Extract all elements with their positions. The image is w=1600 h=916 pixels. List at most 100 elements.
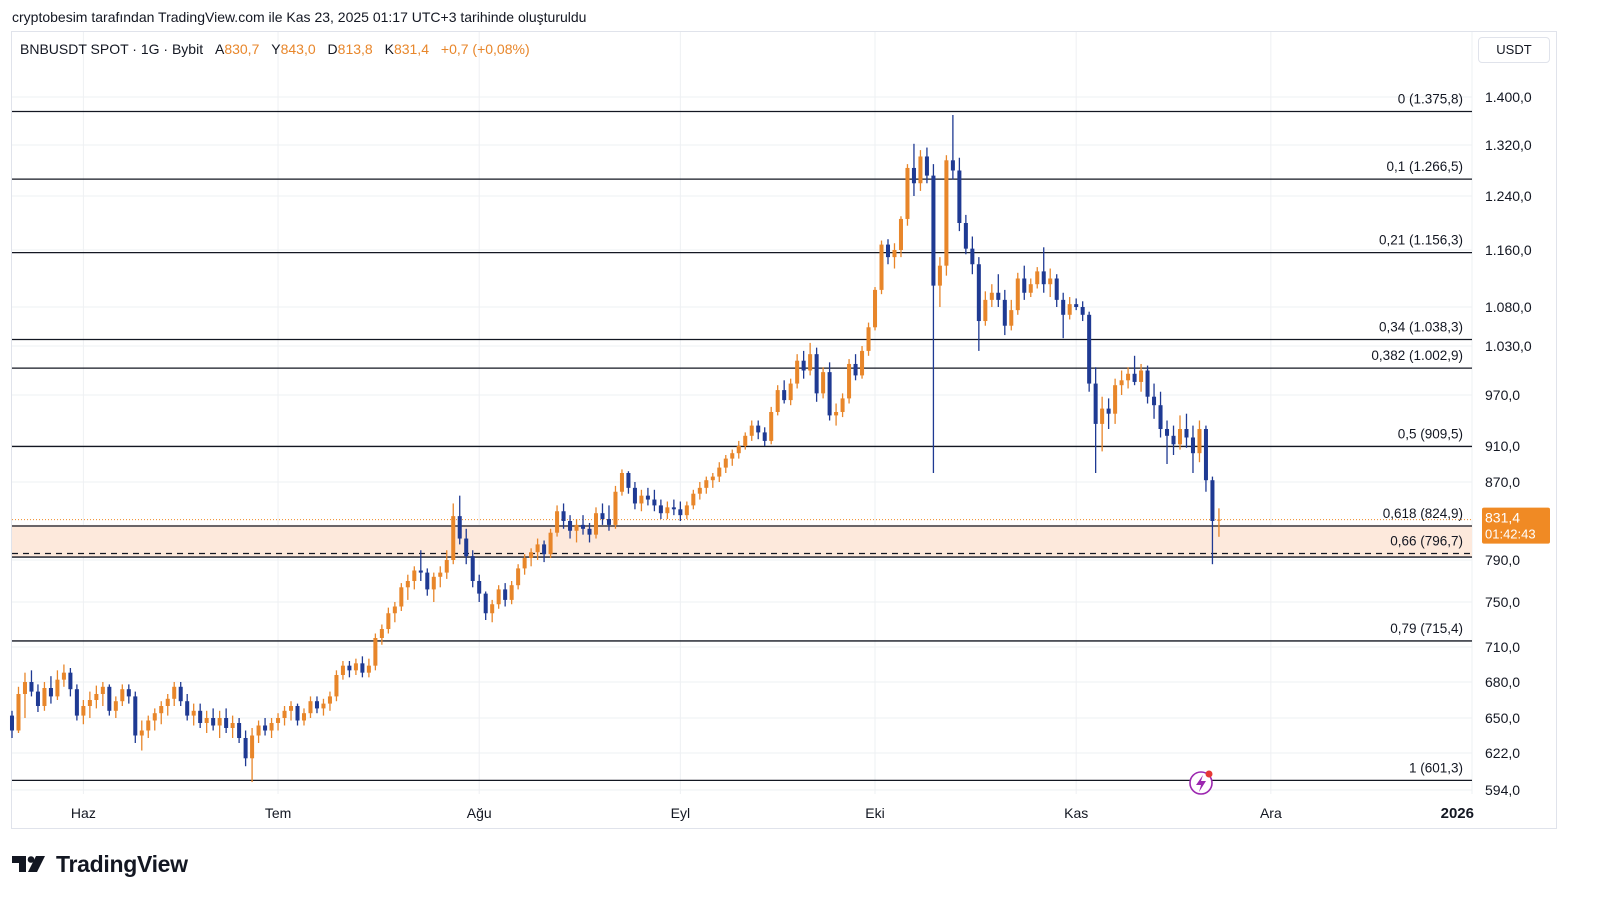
- candle-body: [373, 638, 378, 666]
- y-tick-label: 1.080,0: [1485, 299, 1532, 315]
- candle-body: [1061, 299, 1066, 315]
- candle-body: [146, 720, 151, 731]
- candle-body: [834, 412, 839, 416]
- candle-body: [159, 706, 164, 714]
- candle-body: [230, 723, 235, 728]
- candle-body: [678, 509, 683, 516]
- candle-body: [276, 718, 281, 723]
- candle-body: [464, 538, 469, 557]
- legend-low-label: D: [327, 41, 338, 57]
- fib-level-label: 0,382 (1.002,9): [1371, 348, 1463, 363]
- tradingview-logo-icon: [12, 856, 45, 872]
- candle-body: [1126, 373, 1131, 381]
- candle-body: [645, 495, 650, 500]
- fib-level-label: 0 (1.375,8): [1398, 92, 1463, 107]
- candle-body: [840, 398, 845, 412]
- candle-body: [522, 558, 527, 569]
- tradingview-logo[interactable]: TradingView: [12, 850, 188, 878]
- candle-body: [198, 710, 203, 723]
- candle-body: [860, 350, 865, 376]
- candle-body: [555, 511, 560, 533]
- candle-body: [366, 665, 371, 673]
- candle-body: [983, 299, 988, 322]
- candle-body: [386, 613, 391, 629]
- x-tick-label: Tem: [265, 805, 291, 821]
- candle-body: [1184, 429, 1189, 438]
- x-tick-label: Ağu: [467, 805, 492, 821]
- candle-body: [1087, 314, 1092, 384]
- candle-body: [444, 560, 449, 573]
- candle-body: [126, 689, 131, 697]
- candle-body: [353, 663, 358, 671]
- candle-body: [931, 175, 936, 286]
- candle-body: [61, 672, 66, 680]
- alert-icon-bolt: [1196, 775, 1206, 792]
- x-tick-label: Ara: [1260, 805, 1282, 821]
- fib-level-label: 0,79 (715,4): [1390, 621, 1463, 636]
- currency-button[interactable]: USDT: [1478, 37, 1550, 63]
- fib-level-label: 0,5 (909,5): [1398, 426, 1463, 441]
- candle-body: [652, 499, 657, 506]
- candle-body: [1203, 429, 1208, 481]
- candle-body: [1158, 405, 1163, 429]
- x-tick-label: Haz: [71, 805, 96, 821]
- candle-body: [970, 248, 975, 265]
- y-tick-label: 622,0: [1485, 745, 1520, 761]
- candle-body: [574, 524, 579, 531]
- fib-level-label: 0,618 (824,9): [1383, 506, 1463, 521]
- candle-body: [250, 735, 255, 759]
- candle-body: [42, 688, 47, 706]
- candle-body: [490, 604, 495, 614]
- candle-body: [911, 167, 916, 184]
- candle-body: [717, 467, 722, 477]
- candle-body: [1074, 304, 1079, 307]
- legend-symbol[interactable]: BNBUSDT SPOT · 1G · Bybit: [20, 41, 204, 57]
- candle-body: [1002, 299, 1007, 326]
- candle-body: [1093, 383, 1098, 424]
- fib-level-label: 0,1 (1.266,5): [1386, 159, 1463, 174]
- candle-body: [1145, 370, 1150, 397]
- candle-body: [503, 589, 508, 600]
- candle-body: [821, 372, 826, 394]
- candle-body: [639, 495, 644, 504]
- y-tick-label: 1.320,0: [1485, 137, 1532, 153]
- legend-high-value: 843,0: [280, 41, 316, 57]
- candle-body: [48, 688, 53, 697]
- candle-body: [1197, 429, 1202, 454]
- candle-body: [29, 682, 34, 692]
- candle-body: [898, 218, 903, 250]
- candle-body: [853, 363, 858, 376]
- candle-body: [1152, 396, 1157, 406]
- candle-body: [658, 505, 663, 514]
- x-tick-label: 2026: [1441, 805, 1474, 822]
- candle-body: [1190, 437, 1195, 454]
- candle-body: [697, 487, 702, 494]
- chart-frame: [11, 31, 1557, 829]
- last-price-tag: [1482, 507, 1550, 544]
- lightning-alert-icon[interactable]: [1189, 770, 1213, 795]
- candle-body: [1216, 519, 1221, 521]
- candle-body: [217, 718, 222, 726]
- candle-body: [561, 511, 566, 521]
- candle-body: [1100, 408, 1105, 424]
- candle-body: [1035, 271, 1040, 285]
- candle-body: [405, 581, 410, 588]
- candle-body: [289, 706, 294, 711]
- candle-body: [204, 718, 209, 723]
- candle-body: [55, 679, 60, 697]
- candle-body: [626, 473, 631, 488]
- candle-body: [976, 264, 981, 322]
- brand-name: TradingView: [56, 850, 188, 877]
- candle-body: [600, 513, 605, 520]
- candle-body: [1015, 278, 1020, 311]
- candle-body: [1009, 310, 1014, 326]
- candle-body: [477, 581, 482, 594]
- candle-body: [74, 689, 79, 716]
- ohlc-legend: BNBUSDT SPOT · 1G · Bybit A830,7 Y843,0 …: [20, 41, 530, 57]
- candle-body: [1041, 271, 1046, 285]
- candle-body: [1119, 380, 1124, 386]
- y-tick-label: 1.030,0: [1485, 338, 1532, 354]
- y-tick-label: 750,0: [1485, 594, 1520, 610]
- candle-body: [548, 532, 553, 555]
